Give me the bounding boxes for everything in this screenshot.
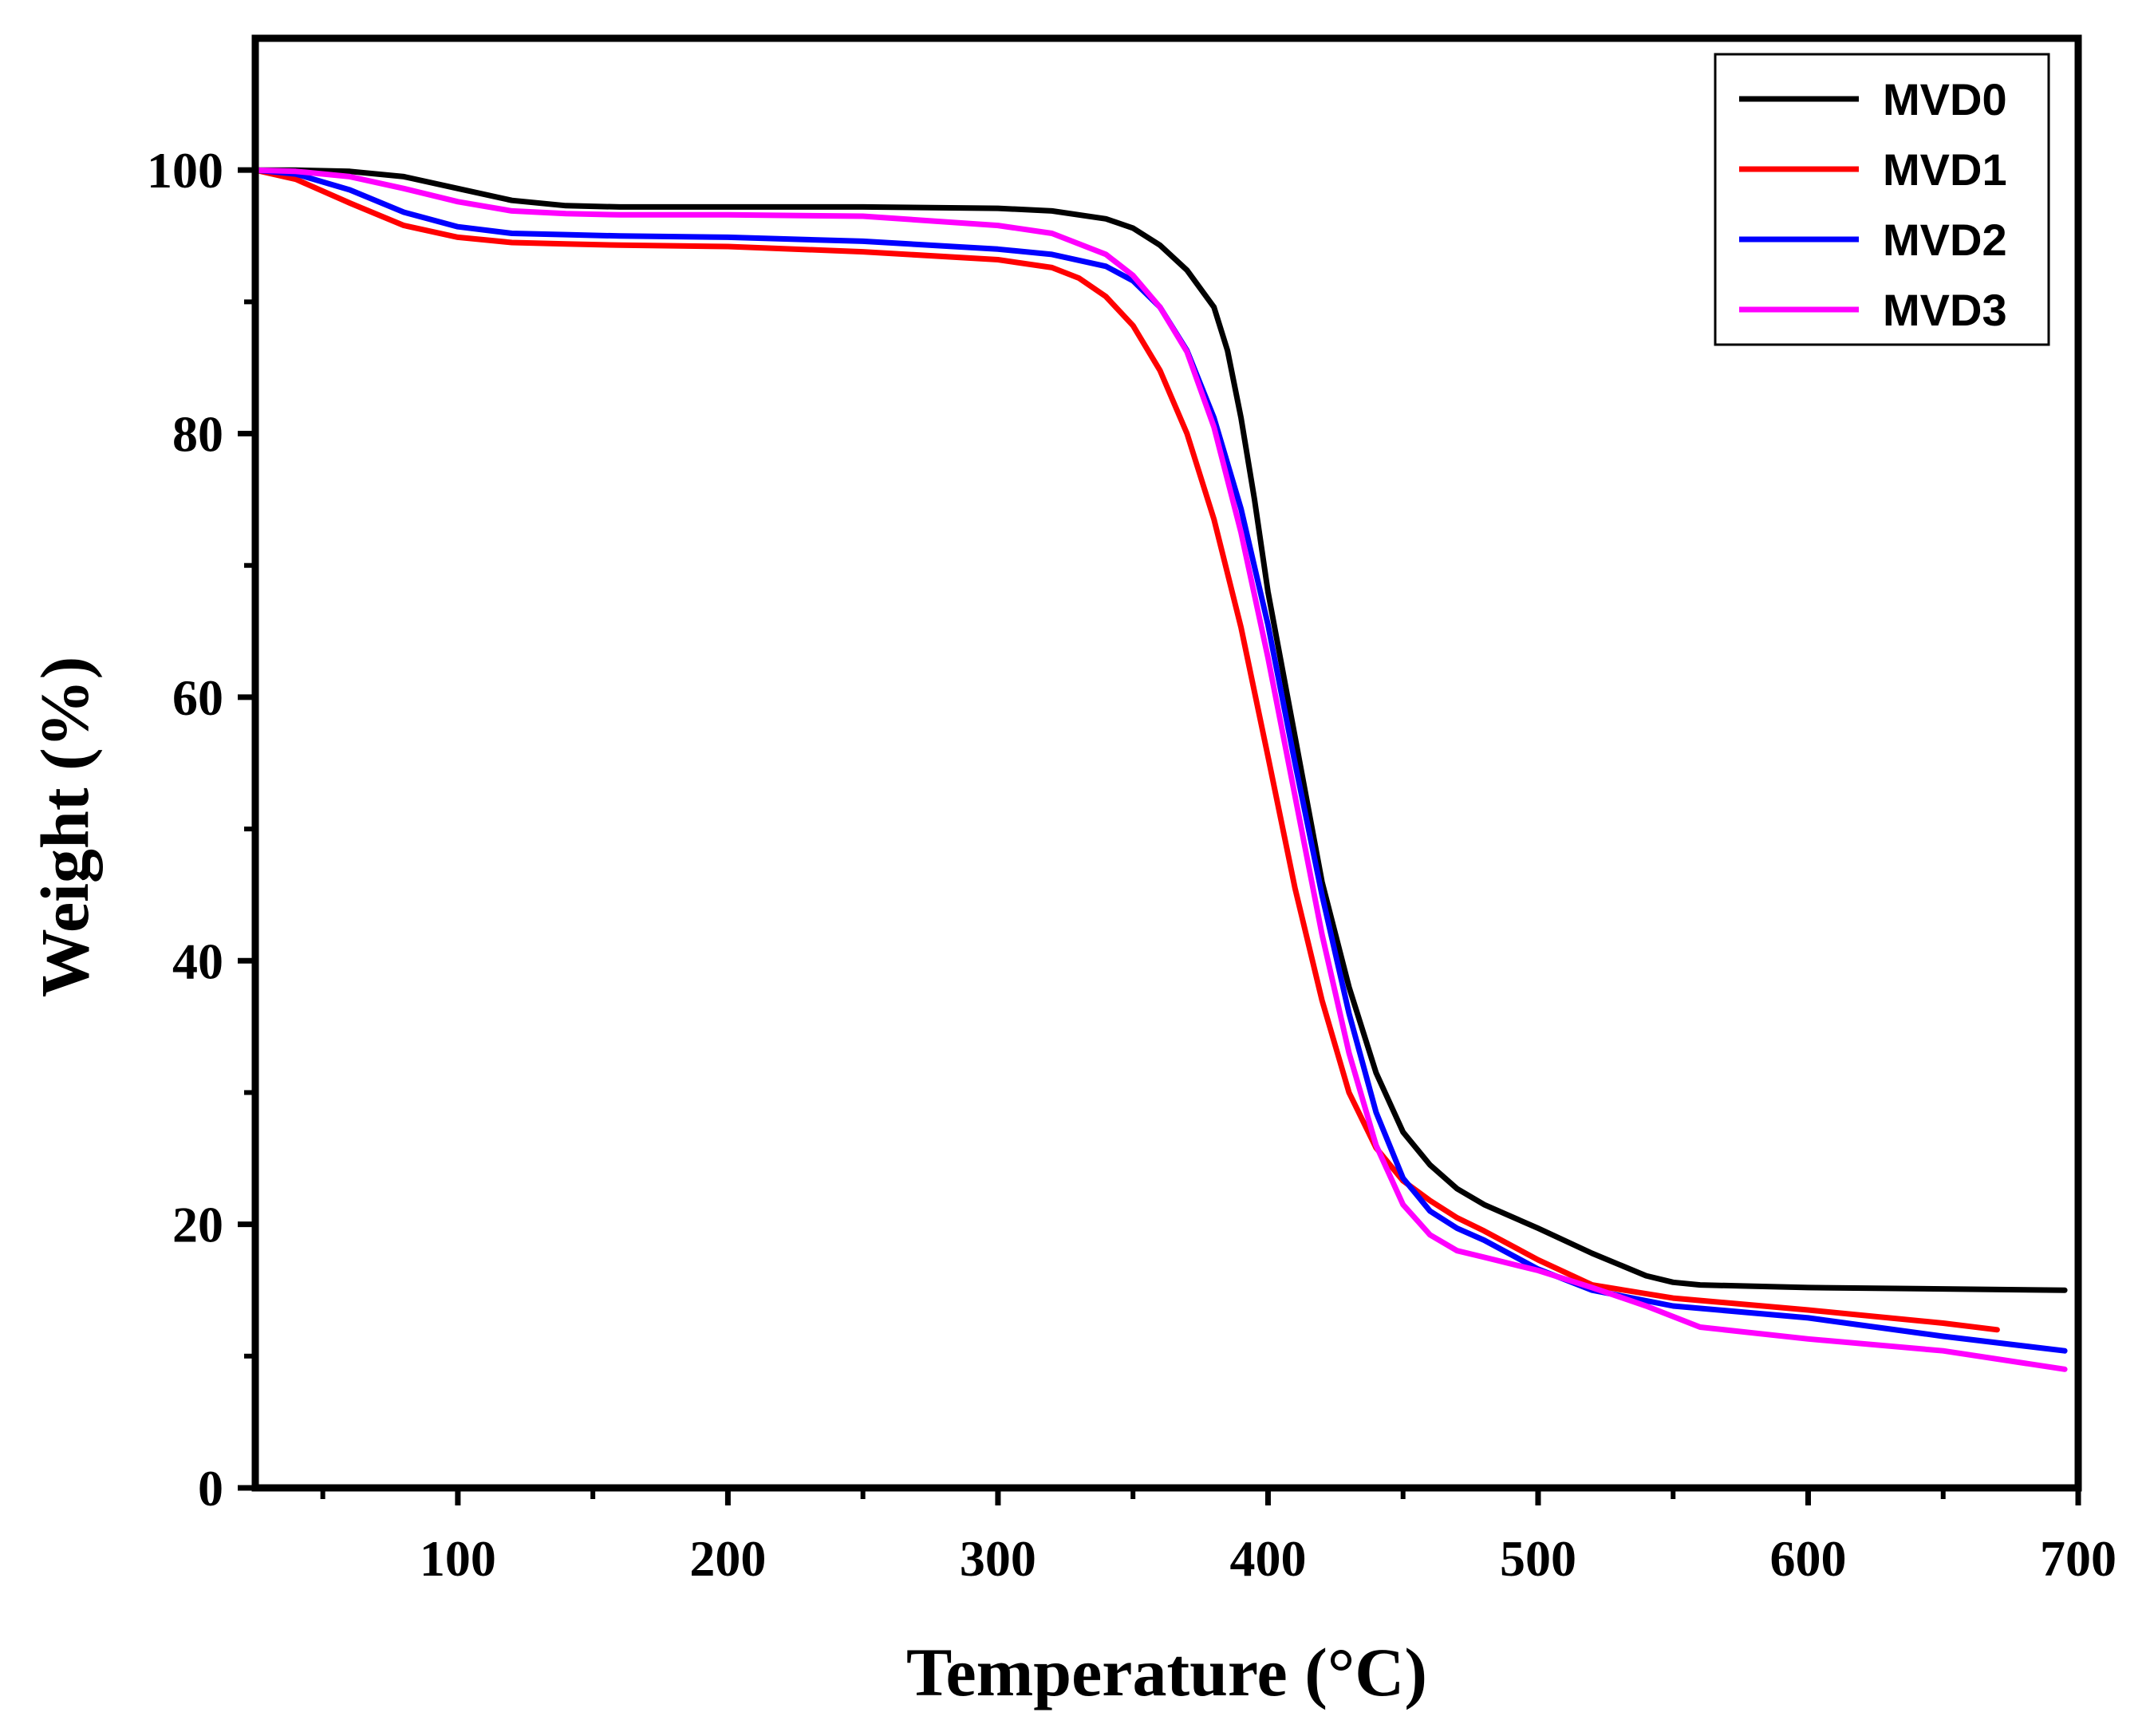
series-layer	[252, 167, 2068, 1372]
series-line-mvd3	[252, 167, 2068, 1372]
x-tick-label-400: 400	[1229, 1530, 1306, 1587]
y-tick-label-20: 20	[172, 1197, 223, 1253]
y-tick-label-40: 40	[172, 933, 223, 989]
y-tick-label-100: 100	[147, 142, 223, 199]
x-tick-label-500: 500	[1500, 1530, 1576, 1587]
x-tick-label-600: 600	[1769, 1530, 1846, 1587]
legend: MVD0 MVD1 MVD2 MVD3	[1714, 53, 2050, 346]
y-tick-label-0: 0	[198, 1460, 223, 1517]
y-tick-label-80: 80	[172, 406, 223, 463]
x-tick-label-100: 100	[420, 1530, 496, 1587]
legend-box	[1714, 53, 2050, 346]
series-line-mvd1	[252, 167, 2000, 1333]
ticks-layer: 100 200 300 400 500 600 700 0 20 40 60 80 100	[147, 142, 2116, 1587]
legend-label-mvd1: MVD1	[1883, 144, 2007, 195]
x-tick-label-300: 300	[960, 1530, 1036, 1587]
x-axis-title: Temperature (°C)	[906, 1634, 1427, 1710]
series-line-mvd2	[252, 167, 2068, 1354]
y-tick-label-60: 60	[172, 669, 223, 726]
x-tick-label-200: 200	[689, 1530, 766, 1587]
legend-label-mvd3: MVD3	[1883, 285, 2007, 335]
legend-label-mvd0: MVD0	[1883, 74, 2007, 124]
series-line-mvd0	[252, 167, 2068, 1293]
y-axis-title: Weight (%)	[26, 657, 103, 998]
legend-label-mvd2: MVD2	[1883, 215, 2007, 265]
plot-frame	[251, 34, 2082, 1492]
x-tick-label-700: 700	[2040, 1530, 2116, 1587]
